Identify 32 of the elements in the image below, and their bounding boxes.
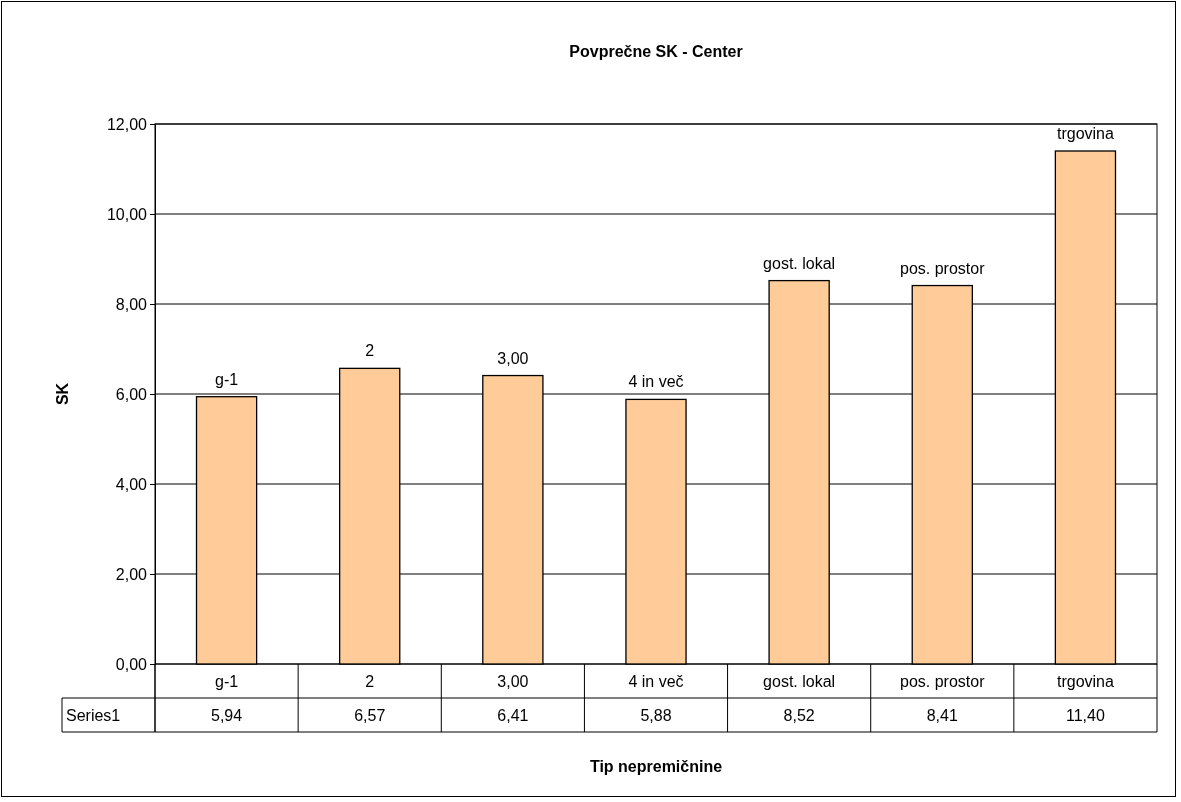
x-tick-label: 3,00 (497, 673, 529, 690)
legend-label: Series1 (66, 707, 121, 724)
x-tick-label: trgovina (1056, 673, 1114, 690)
data-label: 5,94 (211, 707, 243, 724)
category-label: 3,00 (497, 349, 529, 367)
x-tick-label: pos. prostor (900, 673, 986, 690)
data-label: 8,41 (926, 707, 958, 724)
category-label: 2 (365, 342, 375, 360)
y-tick-label: 2,00 (115, 565, 148, 583)
data-label: 6,57 (354, 707, 386, 724)
y-axis-title: SK (54, 382, 71, 406)
category-label: 4 in več (628, 373, 684, 391)
x-tick-label: gost. lokal (763, 673, 836, 690)
category-label: g-1 (215, 370, 239, 388)
x-tick-label: g-1 (215, 673, 239, 690)
y-tick-label: 12,00 (106, 115, 148, 133)
category-label: trgovina (1056, 125, 1114, 142)
chart-title: Povprečne SK - Center (569, 43, 743, 60)
data-label: 6,41 (497, 707, 529, 724)
data-label: 5,88 (640, 707, 672, 724)
data-label: 11,40 (1066, 707, 1105, 724)
y-tick-label: 10,00 (106, 205, 148, 223)
data-label: 8,52 (783, 707, 815, 724)
x-tick-label: 4 in več (628, 673, 684, 690)
category-label: pos. prostor (900, 259, 985, 277)
x-tick-label: 2 (365, 673, 375, 690)
y-tick-label: 4,00 (115, 475, 148, 493)
x-axis-title: Tip nepremičnine (589, 758, 723, 775)
category-label: gost. lokal (763, 254, 836, 272)
y-tick-label: 8,00 (115, 295, 148, 313)
y-tick-label: 6,00 (115, 385, 148, 403)
y-tick-label: 0,00 (115, 655, 148, 673)
